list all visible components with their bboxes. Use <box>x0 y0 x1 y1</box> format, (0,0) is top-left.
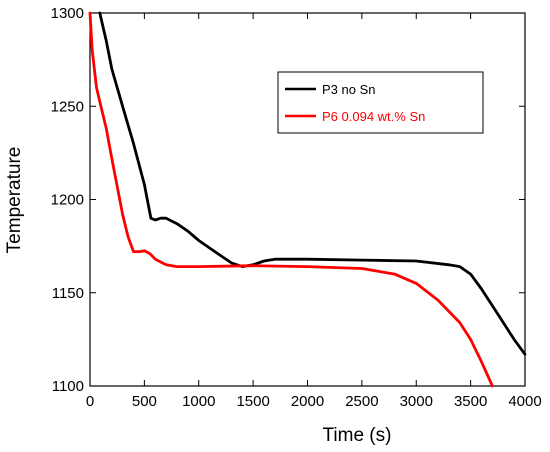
y-tick-labels: 1100 1150 1200 1250 1300 <box>51 5 84 395</box>
legend-label-p6: P6 0.094 wt.% Sn <box>322 109 425 124</box>
axis-ticks <box>89 12 526 387</box>
x-tick-label: 3000 <box>400 393 433 410</box>
y-tick-label: 1250 <box>51 98 84 115</box>
legend-box <box>277 71 484 134</box>
y-tick-label: 1150 <box>52 285 84 302</box>
y-tick-label: 1200 <box>51 192 84 209</box>
x-tick-labels: 0 500 1000 1500 2000 2500 3000 3500 4000 <box>86 393 542 410</box>
x-tick-label: 3500 <box>454 393 487 410</box>
x-axis-title: Time (s) <box>323 425 392 446</box>
series-line-p6 <box>88 11 494 388</box>
legend-label-p3: P3 no Sn <box>322 82 376 97</box>
plot-frame <box>89 12 526 387</box>
series-lines <box>88 11 527 388</box>
x-tick-label: 2500 <box>345 393 378 410</box>
x-tick-label: 500 <box>132 393 157 410</box>
y-axis-title: Temperature <box>4 147 25 254</box>
legend: P3 no Sn P6 0.094 wt.% Sn <box>277 71 484 134</box>
x-tick-label: 1500 <box>236 393 269 410</box>
y-tick-label: 1100 <box>52 378 84 395</box>
x-tick-label: 4000 <box>508 393 541 410</box>
x-tick-label: 0 <box>86 393 94 410</box>
series-line-p3 <box>98 11 527 356</box>
x-tick-label: 1000 <box>182 393 215 410</box>
y-tick-label: 1300 <box>51 5 84 22</box>
x-tick-label: 2000 <box>291 393 324 410</box>
